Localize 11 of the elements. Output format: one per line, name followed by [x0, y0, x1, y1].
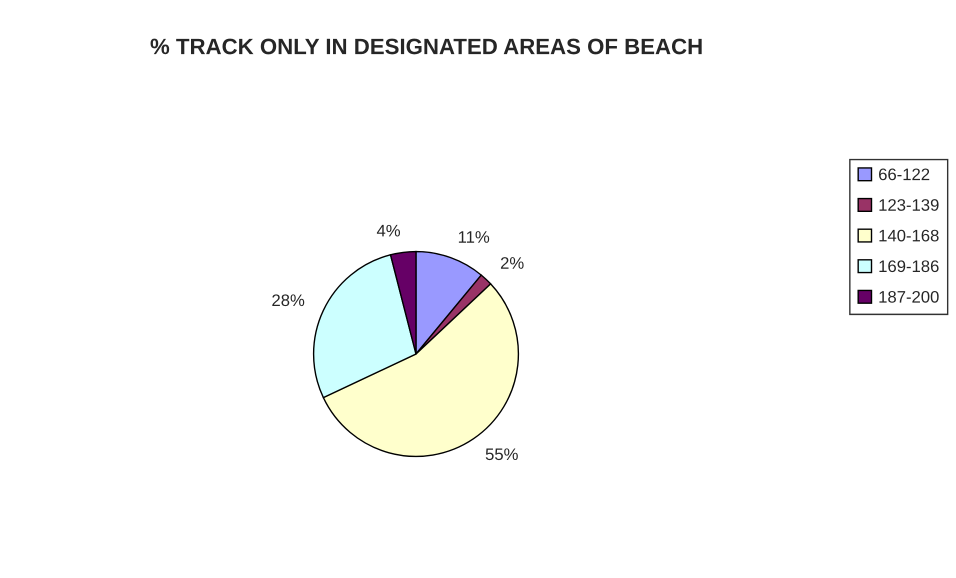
data-label: 2% — [500, 257, 524, 269]
legend-label: 169-186 — [879, 260, 939, 272]
data-label: 4% — [376, 224, 400, 236]
data-label: 55% — [486, 448, 518, 460]
data-label: 28% — [272, 294, 304, 306]
chart-title: % TRACK ONLY IN DESIGNATED AREAS OF BEACH — [150, 38, 702, 54]
legend-label: 187-200 — [879, 290, 939, 303]
legend-label: 123-139 — [879, 199, 939, 211]
data-label: 11% — [458, 231, 490, 243]
legend-label: 66-122 — [879, 168, 930, 180]
legend-label: 140-168 — [879, 230, 939, 242]
